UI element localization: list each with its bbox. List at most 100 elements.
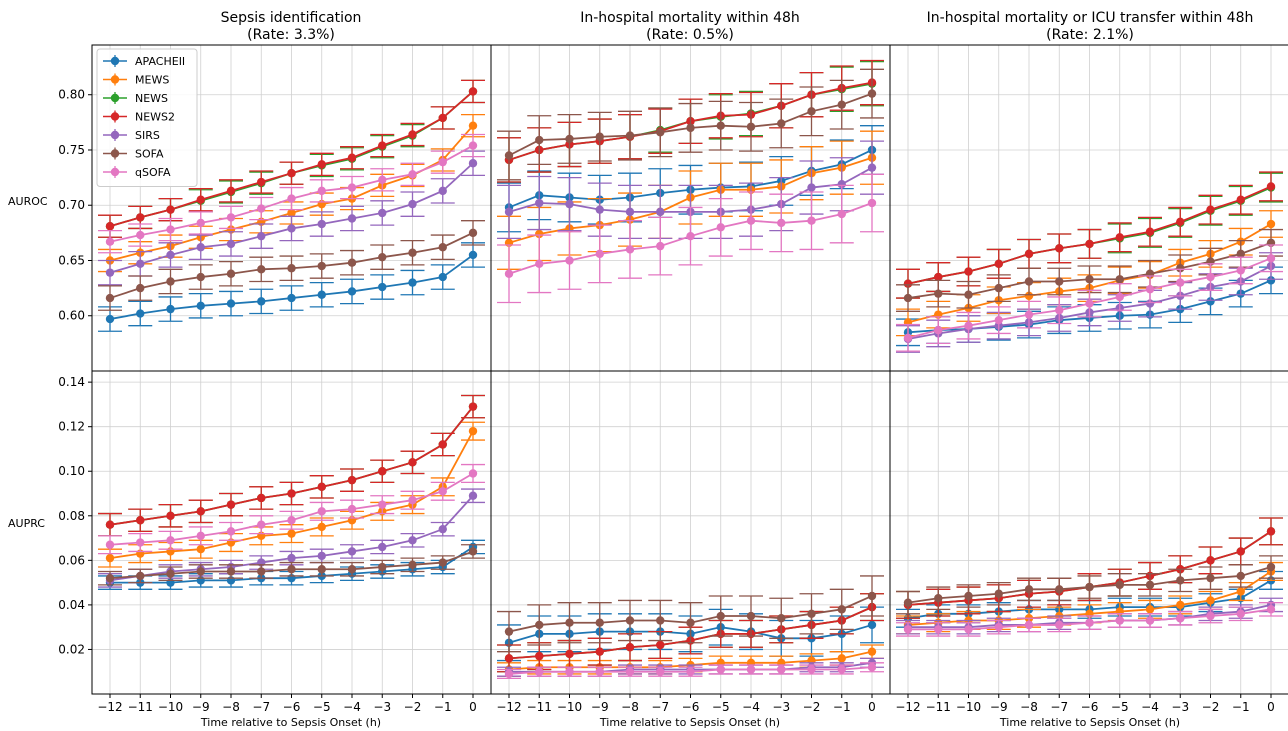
data-point-mews: [867, 647, 877, 656]
data-point-qsofa: [1266, 605, 1276, 614]
data-point-sirs: [317, 551, 326, 561]
legend: APACHEII MEWS NEWS NEWS2 SIRS SOFA qSOFA: [96, 48, 198, 187]
data-point-qsofa: [686, 231, 695, 241]
data-point-sofa: [837, 605, 846, 614]
x-tick-label: −2: [404, 700, 422, 714]
data-point-qsofa: [595, 249, 604, 259]
panel-0-2: [889, 44, 1288, 372]
data-point-news2: [1266, 182, 1276, 191]
data-point-news2: [1176, 217, 1185, 227]
data-point-sofa: [287, 565, 296, 574]
data-point-news2: [257, 493, 266, 503]
data-point-qsofa: [903, 333, 913, 343]
data-point-qsofa: [438, 487, 447, 496]
x-tick-label: −8: [222, 700, 240, 714]
data-point-sofa: [1176, 264, 1185, 273]
x-tick-label: −10: [158, 700, 183, 714]
data-point-mews: [1236, 587, 1245, 596]
x-tick-label: 0: [469, 700, 477, 714]
data-point-sofa: [166, 569, 175, 578]
y-tick-label: 0.65: [58, 253, 85, 267]
data-point-qsofa: [625, 245, 635, 254]
y-tick-label: 0.06: [58, 553, 85, 567]
y-tick-label: 0.70: [58, 198, 85, 212]
data-point-qsofa: [535, 259, 544, 269]
data-point-sofa: [625, 616, 635, 625]
data-point-qsofa: [746, 665, 756, 674]
data-point-qsofa: [1236, 609, 1245, 619]
panel-1-1: −12 −11 −10 −9 −8 −7 −6 −5 −4 −3 −2 −1 0: [490, 370, 891, 714]
data-point-news2: [287, 168, 296, 178]
chart-panels: 0.600.650.700.750.80−12 −11 −10 −9 −8 −7 −6 −5−…: [58, 44, 1288, 714]
data-point-sofa: [686, 123, 695, 133]
data-point-qsofa: [934, 325, 943, 335]
data-point-sofa: [625, 131, 635, 140]
data-point-sirs: [226, 239, 236, 249]
data-point-news2: [625, 643, 635, 652]
data-point-news2: [595, 647, 604, 656]
x-ticks: −12 −11 −10 −9 −8 −7 −6 −5 −4 −3 −2 −1 0: [496, 694, 876, 714]
data-point-news2: [438, 440, 447, 449]
data-point-news2: [468, 87, 478, 96]
data-point-qsofa: [994, 315, 1003, 325]
data-point-qsofa: [166, 225, 175, 234]
data-point-news2: [317, 482, 326, 492]
data-point-news2: [317, 160, 326, 169]
data-point-qsofa: [438, 157, 447, 167]
data-point-sofa: [656, 128, 665, 137]
data-point-news2: [226, 186, 236, 196]
x-tick-label: −6: [283, 700, 301, 714]
data-point-qsofa: [777, 665, 786, 674]
x-ticks: −12 −11 −10 −9 −8 −7 −6 −5 −4 −3 −2 −1 0: [895, 694, 1275, 714]
data-point-qsofa: [716, 223, 725, 232]
data-point-sirs: [565, 199, 574, 209]
col-title-sepsis: Sepsis identification: [221, 10, 362, 26]
data-point-sirs: [595, 205, 604, 214]
data-point-qsofa: [934, 625, 943, 634]
data-point-sofa: [994, 283, 1003, 293]
x-tick-label: −11: [926, 700, 951, 714]
data-point-sofa: [746, 611, 756, 621]
data-point-sofa: [468, 228, 478, 238]
x-tick-label: −5: [313, 700, 331, 714]
data-point-mews: [196, 545, 205, 554]
data-point-qsofa: [964, 321, 973, 330]
data-point-qsofa: [196, 218, 205, 228]
data-point-news2: [1085, 239, 1094, 249]
panel-series: [497, 575, 884, 680]
data-point-qsofa: [468, 469, 478, 478]
data-point-sirs: [317, 219, 326, 229]
data-point-sirs: [378, 208, 387, 218]
data-point-news2: [378, 141, 387, 150]
data-point-sofa: [136, 283, 145, 293]
x-tick-label: −2: [803, 700, 821, 714]
y-ticks: 0.60 0.65 0.70 0.75 0.80: [58, 88, 92, 323]
data-point-sofa: [1236, 571, 1245, 581]
data-point-apacheii: [1266, 276, 1276, 285]
data-point-qsofa: [1085, 299, 1094, 308]
data-point-sirs: [257, 231, 266, 241]
data-point-sofa: [934, 289, 943, 298]
x-tick-label: −12: [895, 700, 920, 714]
data-point-sofa: [1085, 582, 1094, 592]
data-point-qsofa: [807, 665, 816, 674]
x-tick-label: 0: [868, 700, 876, 714]
x-tick-label: −7: [651, 700, 669, 714]
legend-label-apacheii: APACHEII: [135, 55, 185, 68]
data-point-news2: [1145, 227, 1155, 236]
panel-1-2: −12 −11 −10 −9 −8 −7 −6 −5 −4 −3 −2 −1 0: [889, 370, 1288, 714]
data-point-sofa: [1236, 249, 1245, 259]
data-point-news2: [1206, 205, 1215, 214]
data-point-news2: [347, 475, 357, 485]
legend-swatch-marker-mews: [110, 75, 120, 84]
legend-label-qsofa: qSOFA: [135, 166, 171, 179]
col-title-sepsis-rate: (Rate: 3.3%): [247, 27, 335, 43]
legend-swatch-marker-sofa: [110, 149, 120, 158]
x-tick-label: −7: [252, 700, 270, 714]
y-tick-label: 0.12: [58, 420, 85, 434]
column-titles: Sepsis identification (Rate: 3.3%) In-ho…: [221, 10, 1254, 43]
errorbars-qsofa: [497, 662, 884, 680]
x-tick-label: −10: [956, 700, 981, 714]
data-point-news2: [535, 651, 544, 661]
data-point-qsofa: [504, 269, 514, 278]
